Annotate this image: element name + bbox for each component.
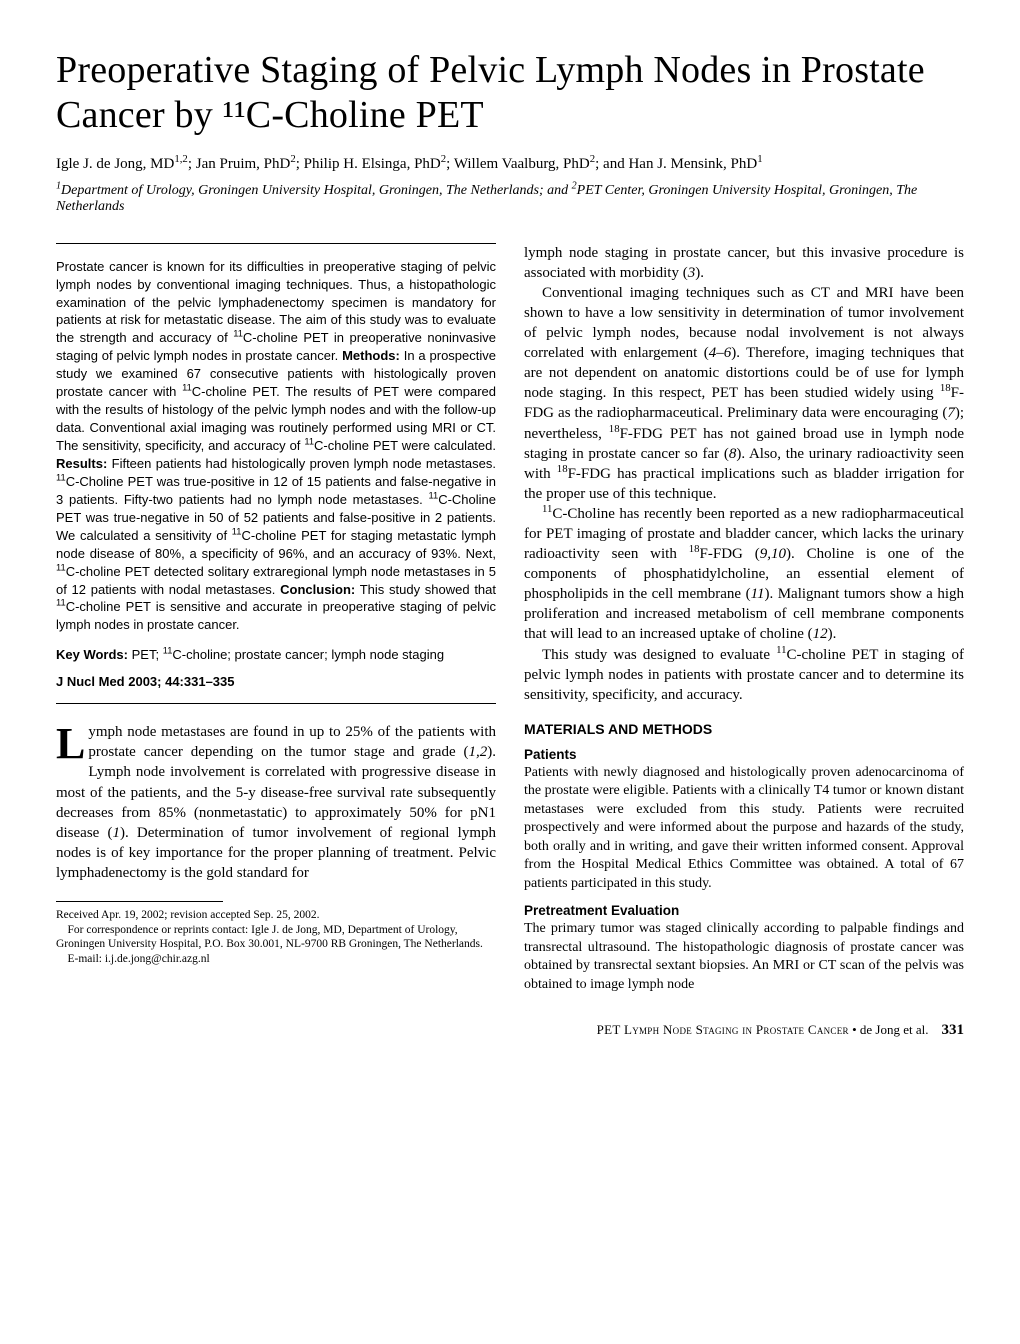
pretreatment-text: The primary tumor was staged clinically …: [524, 920, 964, 994]
footnotes-block: Received Apr. 19, 2002; revision accepte…: [56, 908, 496, 967]
section-heading-methods: MATERIALS AND METHODS: [524, 721, 964, 737]
footnote-rule: [56, 901, 223, 902]
left-column: Prostate cancer is known for its difficu…: [56, 243, 496, 994]
footnote-line: For correspondence or reprints contact: …: [56, 923, 496, 952]
abstract-bottom-rule: [56, 703, 496, 704]
affiliations-line: 1Department of Urology, Groningen Univer…: [56, 183, 964, 215]
intro-body-right: lymph node staging in prostate cancer, b…: [524, 243, 964, 705]
two-column-body: Prostate cancer is known for its difficu…: [56, 243, 964, 994]
running-footer-authors: de Jong et al.: [860, 1022, 929, 1037]
intro-body-left: Lymph node metastases are found in up to…: [56, 722, 496, 883]
dropcap-letter: L: [56, 722, 88, 764]
footnote-line: Received Apr. 19, 2002; revision accepte…: [56, 908, 496, 923]
subsection-heading-patients: Patients: [524, 747, 964, 762]
keywords-label: Key Words:: [56, 647, 128, 662]
intro-first-paragraph: ymph node metastases are found in up to …: [56, 724, 496, 881]
body-paragraph: Conventional imaging techniques such as …: [524, 283, 964, 504]
keywords-line: Key Words: PET; 11C-choline; prostate ca…: [56, 646, 496, 664]
body-paragraph: 11C-Choline has recently been reported a…: [524, 504, 964, 645]
journal-reference: J Nucl Med 2003; 44:331–335: [56, 674, 496, 689]
abstract-top-rule: [56, 243, 496, 244]
running-footer-bullet: •: [849, 1022, 860, 1037]
page-number: 331: [942, 1022, 965, 1038]
right-column: lymph node staging in prostate cancer, b…: [524, 243, 964, 994]
footnote-line: E-mail: i.j.de.jong@chir.azg.nl: [56, 952, 496, 967]
body-paragraph: This study was designed to evaluate 11C-…: [524, 645, 964, 705]
patients-text: Patients with newly diagnosed and histol…: [524, 764, 964, 893]
keywords-text: PET; 11C-choline; prostate cancer; lymph…: [128, 647, 444, 662]
authors-line: Igle J. de Jong, MD1,2; Jan Pruim, PhD2;…: [56, 156, 964, 173]
running-footer-title: PET Lymph Node Staging in Prostate Cance…: [597, 1022, 849, 1037]
abstract-text: Prostate cancer is known for its difficu…: [56, 258, 496, 635]
running-footer: PET Lymph Node Staging in Prostate Cance…: [56, 1022, 964, 1039]
article-title: Preoperative Staging of Pelvic Lymph Nod…: [56, 48, 964, 138]
body-paragraph: lymph node staging in prostate cancer, b…: [524, 243, 964, 283]
subsection-heading-pretreatment: Pretreatment Evaluation: [524, 903, 964, 918]
patients-paragraph: Patients with newly diagnosed and histol…: [524, 764, 964, 893]
pretreatment-paragraph: The primary tumor was staged clinically …: [524, 920, 964, 994]
